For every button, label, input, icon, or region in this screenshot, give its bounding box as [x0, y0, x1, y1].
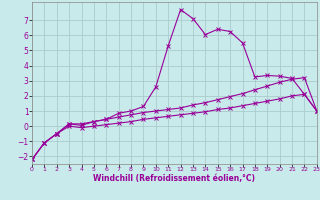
X-axis label: Windchill (Refroidissement éolien,°C): Windchill (Refroidissement éolien,°C): [93, 174, 255, 183]
